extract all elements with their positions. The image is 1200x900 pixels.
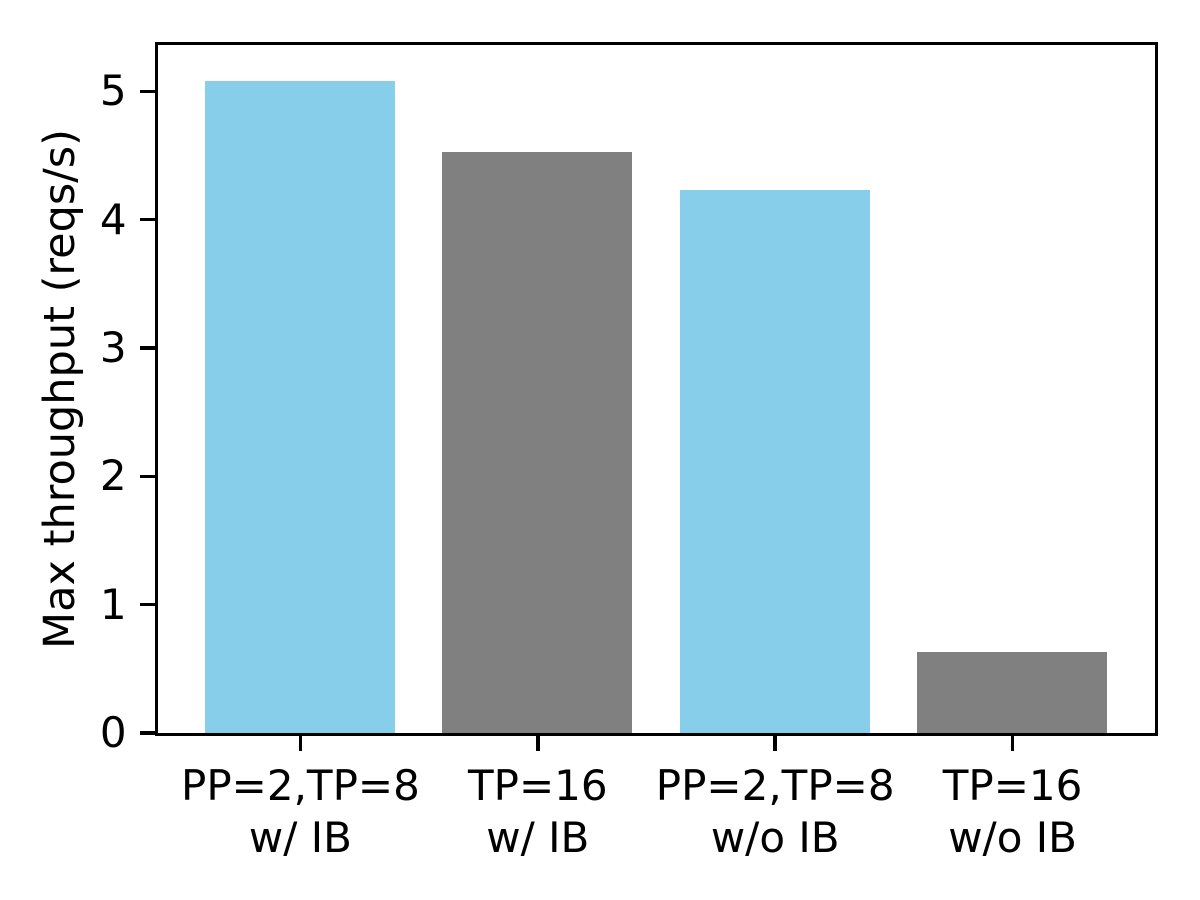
x-tick-label-line2: w/o IB bbox=[948, 813, 1077, 863]
x-tick-mark bbox=[536, 736, 540, 752]
bar-TP=16-w/o IB bbox=[917, 651, 1108, 733]
x-tick-mark bbox=[298, 736, 303, 752]
x-tick-mark bbox=[773, 736, 777, 752]
bar-PP=2,TP=8-w/o IB bbox=[679, 189, 870, 733]
x-tick-mark bbox=[1010, 736, 1015, 752]
x-tick-label-line1: TP=16 bbox=[942, 761, 1083, 811]
y-tick-mark bbox=[139, 474, 155, 478]
y-tick-label: 2 bbox=[99, 451, 127, 501]
x-tick-label: PP=2,TP=8 w/ IB bbox=[140, 760, 460, 864]
x-tick-label-line1: PP=2,TP=8 bbox=[655, 761, 895, 811]
y-tick-label: 1 bbox=[99, 579, 127, 629]
y-tick-mark bbox=[139, 346, 155, 350]
bar-TP=16-w/ IB bbox=[442, 152, 633, 733]
x-tick-label-line2: w/ IB bbox=[248, 813, 352, 863]
x-tick-label-line1: PP=2,TP=8 bbox=[181, 761, 420, 811]
y-tick-mark bbox=[139, 217, 155, 222]
y-tick-label: 4 bbox=[99, 194, 127, 244]
y-tick-mark bbox=[139, 602, 155, 607]
x-tick-label-line2: w/ IB bbox=[486, 813, 590, 863]
y-tick-mark bbox=[139, 731, 155, 735]
x-tick-label-line1: TP=16 bbox=[467, 761, 608, 811]
plot-area bbox=[154, 41, 1158, 736]
y-tick-label: 3 bbox=[99, 322, 127, 372]
bar-PP=2,TP=8-w/ IB bbox=[205, 80, 395, 733]
x-tick-label: TP=16 w/o IB bbox=[853, 760, 1173, 864]
y-tick-label: 5 bbox=[99, 66, 127, 116]
y-tick-label: 0 bbox=[99, 708, 127, 757]
x-tick-label: TP=16 w/ IB bbox=[378, 760, 698, 864]
x-tick-label-line2: w/o IB bbox=[710, 813, 840, 863]
y-tick-mark bbox=[139, 89, 155, 93]
x-tick-label: PP=2,TP=8 w/o IB bbox=[615, 760, 935, 864]
